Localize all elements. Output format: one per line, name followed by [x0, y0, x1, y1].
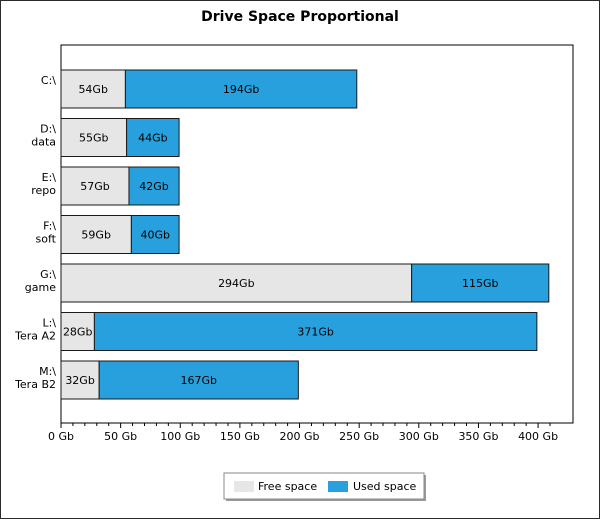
category-label: E:\ repo — [31, 171, 56, 197]
bar-used-space — [130, 215, 180, 254]
bar-used-label: 44Gb — [138, 132, 168, 145]
chart-title: Drive Space Proportional — [201, 9, 399, 25]
category-label: M:\ Tera B2 — [14, 365, 56, 391]
legend-swatch-free — [234, 481, 254, 492]
x-tick-label: 150 Gb — [220, 430, 260, 443]
bar-used-space — [124, 69, 358, 109]
bar-used-space — [128, 166, 180, 206]
category-label: D:\ data — [31, 123, 56, 149]
x-tick-label: 350 Gb — [458, 430, 498, 443]
bar-free-space — [60, 360, 100, 400]
category-label: G:\ game — [25, 268, 57, 294]
x-tick-label: 400 Gb — [518, 430, 558, 443]
bar-free-label: 59Gb — [81, 229, 111, 242]
bar-used-label: 115Gb — [462, 277, 499, 290]
bar-used-label: 371Gb — [297, 326, 334, 339]
x-tick-label: 250 Gb — [339, 430, 379, 443]
bar-free-space — [60, 69, 126, 109]
legend-swatch-used — [328, 481, 348, 492]
bar-free-label: 32Gb — [65, 374, 95, 387]
bar-used-space — [98, 360, 299, 400]
bar-used-label: 167Gb — [180, 374, 217, 387]
bar-free-label: 28Gb — [63, 326, 93, 339]
legend-label-used: Used space — [353, 480, 417, 493]
legend — [223, 472, 425, 500]
bar-free-label: 294Gb — [218, 277, 255, 290]
bar-used-label: 194Gb — [223, 83, 260, 96]
bar-free-label: 57Gb — [80, 180, 110, 193]
x-tick-label: 300 Gb — [399, 430, 439, 443]
bar-used-space — [411, 263, 550, 303]
bar-used-space — [126, 118, 180, 157]
category-label: F:\ soft — [36, 220, 57, 246]
x-tick-label: 200 Gb — [280, 430, 320, 443]
bar-free-space — [60, 118, 128, 157]
bar-used-label: 40Gb — [140, 229, 170, 242]
legend-label-free: Free space — [258, 480, 317, 493]
x-tick-label: 0 Gb — [48, 430, 74, 443]
bar-free-label: 54Gb — [78, 83, 108, 96]
bar-used-label: 42Gb — [139, 180, 169, 193]
x-tick-label: 100 Gb — [160, 430, 200, 443]
bar-free-space — [60, 215, 132, 254]
bar-used-space — [93, 312, 538, 351]
bar-free-label: 55Gb — [79, 132, 109, 145]
x-tick-label: 50 Gb — [104, 430, 137, 443]
category-label: L:\ Tera A2 — [14, 317, 56, 343]
category-label: C:\ — [41, 74, 56, 87]
